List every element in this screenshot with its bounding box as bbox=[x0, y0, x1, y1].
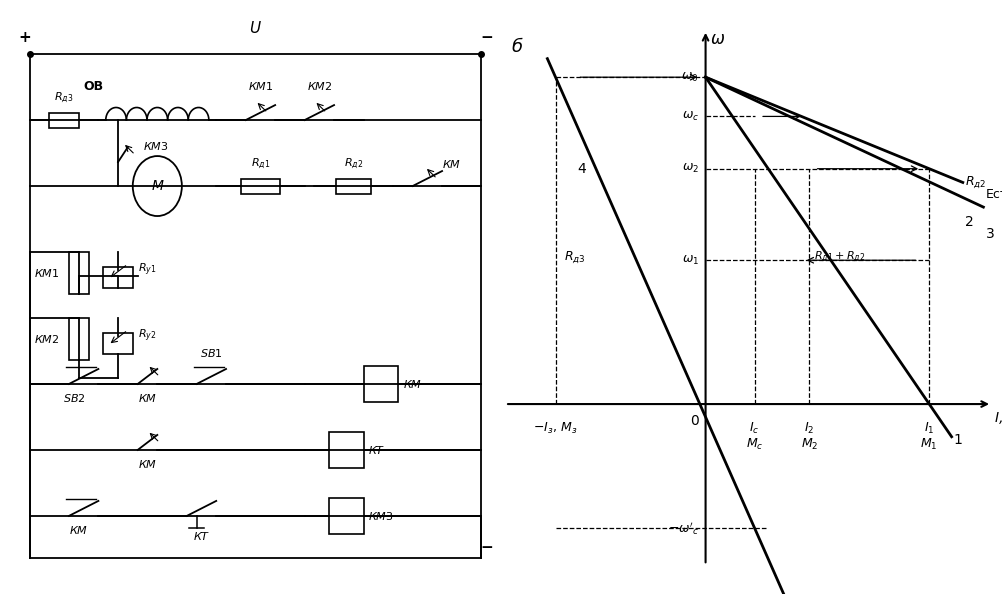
Text: −: − bbox=[480, 540, 493, 555]
Bar bbox=[69, 318, 88, 360]
Text: $КТ$: $КТ$ bbox=[369, 444, 386, 456]
Text: $M_c$: $M_c$ bbox=[745, 437, 764, 452]
Text: 3: 3 bbox=[986, 226, 995, 241]
Text: $-I_з,\,M_з$: $-I_з,\,M_з$ bbox=[533, 420, 578, 436]
Text: $M_2$: $M_2$ bbox=[801, 437, 818, 452]
Text: $R_{д3}$: $R_{д3}$ bbox=[54, 91, 74, 105]
Text: $КМ$: $КМ$ bbox=[138, 458, 157, 470]
Bar bbox=[48, 113, 79, 127]
Text: $КМ$: $КМ$ bbox=[69, 524, 88, 536]
Text: $SB2$: $SB2$ bbox=[62, 392, 85, 404]
Text: $\omega_1$: $\omega_1$ bbox=[681, 254, 698, 267]
Text: $I_c$: $I_c$ bbox=[749, 420, 760, 436]
Text: −: − bbox=[480, 30, 493, 45]
Text: 4: 4 bbox=[577, 162, 586, 176]
Text: $R_{у2}$: $R_{у2}$ bbox=[137, 328, 156, 344]
Text: $\omega_c$: $\omega_c$ bbox=[681, 110, 698, 123]
Bar bbox=[336, 179, 372, 193]
Text: $КТ$: $КТ$ bbox=[192, 530, 210, 542]
Text: $\omega_0$: $\omega_0$ bbox=[681, 70, 698, 84]
Bar bbox=[329, 498, 364, 534]
Text: б: б bbox=[512, 38, 523, 56]
Text: $U$: $U$ bbox=[249, 20, 262, 36]
Text: Естественная: Естественная bbox=[986, 187, 1002, 201]
Text: $КМ$: $КМ$ bbox=[138, 392, 157, 404]
Text: $R_{д1}$: $R_{д1}$ bbox=[250, 157, 271, 171]
Text: 2: 2 bbox=[965, 215, 974, 229]
Text: ω: ω bbox=[711, 30, 724, 48]
Text: $M$: $M$ bbox=[150, 179, 164, 193]
Text: $КМ1$: $КМ1$ bbox=[34, 267, 59, 279]
Bar bbox=[69, 252, 88, 294]
Bar bbox=[240, 179, 281, 193]
Text: $-\omega'_c$: $-\omega'_c$ bbox=[667, 520, 698, 537]
Text: $R_{д2}$: $R_{д2}$ bbox=[965, 174, 986, 190]
Text: ОВ: ОВ bbox=[83, 80, 103, 93]
Text: $R_{д3}$: $R_{д3}$ bbox=[564, 249, 585, 265]
Text: $R_{д1}+R_{д2}$: $R_{д1}+R_{д2}$ bbox=[815, 249, 866, 264]
Text: +: + bbox=[18, 30, 31, 45]
Text: $КМ3$: $КМ3$ bbox=[142, 140, 168, 152]
Text: $КМ$: $КМ$ bbox=[442, 158, 461, 170]
Text: $R_{у1}$: $R_{у1}$ bbox=[137, 262, 156, 278]
Text: $КМ2$: $КМ2$ bbox=[34, 333, 59, 345]
Text: $\omega_2$: $\omega_2$ bbox=[681, 162, 698, 175]
Text: $КМ2$: $КМ2$ bbox=[307, 80, 332, 92]
Bar bbox=[364, 366, 398, 402]
Text: $I_1$: $I_1$ bbox=[924, 420, 935, 436]
Text: $КМ1$: $КМ1$ bbox=[247, 80, 274, 92]
Text: 1: 1 bbox=[954, 433, 963, 447]
Text: $R_{д2}$: $R_{д2}$ bbox=[344, 157, 364, 171]
Bar bbox=[103, 267, 132, 288]
Bar bbox=[329, 432, 364, 468]
Text: I, M: I, M bbox=[995, 411, 1002, 425]
Text: 0: 0 bbox=[690, 414, 698, 428]
Text: $SB1$: $SB1$ bbox=[200, 347, 222, 359]
Text: $КМ$: $КМ$ bbox=[403, 378, 422, 390]
Text: $КМ3$: $КМ3$ bbox=[369, 510, 394, 522]
Text: $I_2$: $I_2$ bbox=[804, 420, 815, 436]
Text: $M_1$: $M_1$ bbox=[921, 437, 938, 452]
Bar bbox=[103, 333, 132, 354]
